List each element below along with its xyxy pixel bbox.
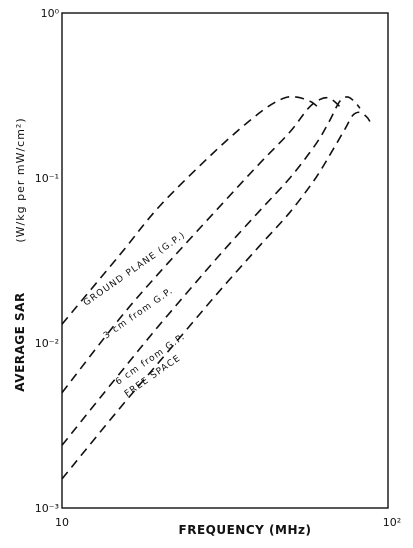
series-line-free-space bbox=[61, 111, 371, 480]
series-line-6cm bbox=[61, 96, 361, 446]
y-axis-title: AVERAGE SAR bbox=[13, 292, 27, 391]
x-tick-label-100: 10² bbox=[383, 516, 401, 529]
y-tick-label-1e-2: 10⁻² bbox=[35, 337, 59, 350]
x-tick-label-10: 10 bbox=[55, 516, 69, 529]
y-tick-label-1e-1: 10⁻¹ bbox=[35, 172, 59, 185]
y-tick-label-1e-3: 10⁻³ bbox=[35, 502, 59, 515]
series-line-3cm bbox=[61, 96, 343, 394]
series-label-ground-plane: GROUND PLANE (G.P.) bbox=[82, 230, 188, 308]
y-tick-label-1e0: 10⁰ bbox=[41, 7, 60, 20]
x-axis-title: FREQUENCY (MHz) bbox=[179, 523, 312, 537]
series-line-ground-plane bbox=[61, 95, 321, 325]
svg-text:GROUND PLANE (G.P.): GROUND PLANE (G.P.) bbox=[82, 230, 188, 308]
svg-text:3 cm from G.P.: 3 cm from G.P. bbox=[102, 286, 175, 342]
series-label-3cm: 3 cm from G.P. bbox=[102, 286, 175, 342]
plot-frame bbox=[61, 12, 389, 509]
y-axis-unit: (W/kg per mW/cm²) bbox=[14, 117, 27, 242]
